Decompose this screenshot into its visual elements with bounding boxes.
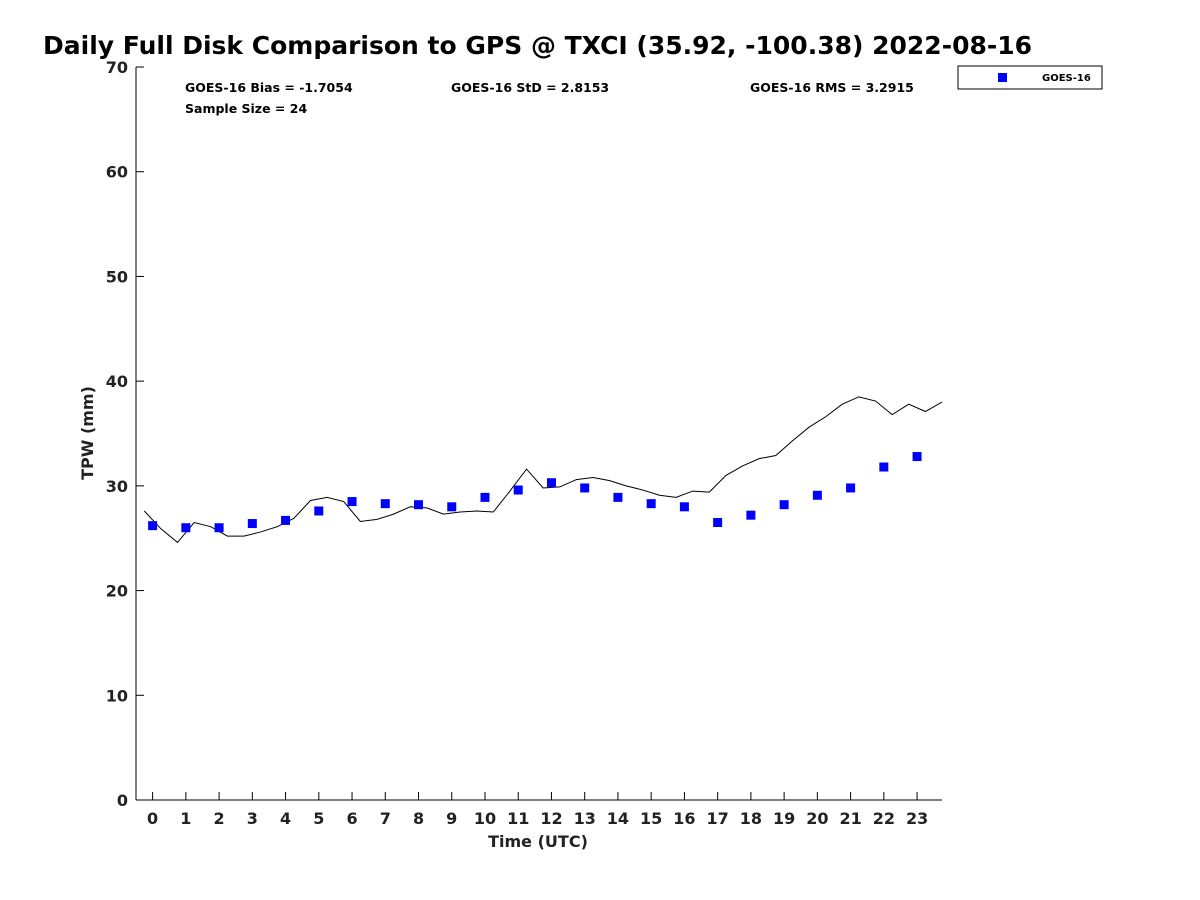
goes16-point xyxy=(513,485,523,495)
x-tick-label: 5 xyxy=(313,809,324,828)
goes16-point xyxy=(148,521,158,531)
x-tick-label: 12 xyxy=(540,809,562,828)
x-tick-label: 19 xyxy=(773,809,795,828)
goes16-point xyxy=(546,478,556,488)
y-tick-label: 50 xyxy=(106,267,128,286)
x-tick-label: 22 xyxy=(873,809,895,828)
x-tick-label: 0 xyxy=(147,809,158,828)
x-tick-label: 4 xyxy=(280,809,291,828)
goes16-point xyxy=(613,492,623,502)
x-tick-label: 18 xyxy=(740,809,762,828)
stats-annotations: GOES-16 Bias = -1.7054 GOES-16 StD = 2.8… xyxy=(185,80,914,116)
chart-title: Daily Full Disk Comparison to GPS @ TXCI… xyxy=(43,31,1032,60)
x-tick-label: 17 xyxy=(707,809,729,828)
goes16-point xyxy=(679,502,689,512)
x-tick-label: 21 xyxy=(839,809,861,828)
x-tick-label: 20 xyxy=(806,809,828,828)
goes16-point xyxy=(480,492,490,502)
x-tick-label: 23 xyxy=(906,809,928,828)
goes16-point xyxy=(846,483,856,493)
goes16-point xyxy=(912,452,922,462)
x-tick-label: 15 xyxy=(640,809,662,828)
x-tick-label: 13 xyxy=(574,809,596,828)
y-tick-label: 20 xyxy=(106,582,128,601)
goes16-point xyxy=(580,483,590,493)
x-tick-label: 11 xyxy=(507,809,529,828)
y-axis-label: TPW (mm) xyxy=(78,386,97,480)
series-layer xyxy=(143,396,943,544)
y-tick-label: 60 xyxy=(106,163,128,182)
y-tick-label: 10 xyxy=(106,686,128,705)
goes16-point xyxy=(746,510,756,520)
y-tick-label: 30 xyxy=(106,477,128,496)
bias-annotation: GOES-16 Bias = -1.7054 xyxy=(185,80,353,95)
goes16-point xyxy=(281,515,291,525)
sample-size-annotation: Sample Size = 24 xyxy=(185,101,307,116)
goes16-point xyxy=(713,518,723,528)
x-tick-label: 2 xyxy=(214,809,225,828)
legend-label: GOES-16 xyxy=(1042,73,1091,84)
x-tick-label: 10 xyxy=(474,809,496,828)
goes16-point xyxy=(380,499,390,509)
x-axis-label: Time (UTC) xyxy=(488,832,588,851)
x-tick-label: 3 xyxy=(247,809,258,828)
goes16-point xyxy=(214,523,224,533)
y-tick-label: 0 xyxy=(117,791,128,810)
goes16-point xyxy=(247,519,257,529)
std-annotation: GOES-16 StD = 2.8153 xyxy=(451,80,609,95)
x-tick-label: 1 xyxy=(180,809,191,828)
rms-annotation: GOES-16 RMS = 3.2915 xyxy=(750,80,914,95)
goes16-point xyxy=(646,499,656,509)
legend: GOES-16 xyxy=(957,65,1103,90)
gps-line xyxy=(143,396,943,544)
goes16-point xyxy=(447,502,457,512)
legend-marker xyxy=(998,73,1007,82)
x-tick-label: 8 xyxy=(413,809,424,828)
x-tick-label: 14 xyxy=(607,809,629,828)
goes16-point xyxy=(779,500,789,510)
x-ticks: 0 1 2 3 4 5 6 7 8 9 10 11 12 13 14 15 16 17 18 19 20 21 22 23 xyxy=(147,792,928,828)
y-ticks: 0 10 20 30 40 50 60 70 xyxy=(106,58,144,810)
goes16-point xyxy=(879,462,889,472)
goes16-point xyxy=(314,506,324,516)
goes16-point xyxy=(414,500,424,510)
x-tick-label: 6 xyxy=(346,809,357,828)
goes16-point xyxy=(347,497,357,507)
goes16-point xyxy=(181,523,191,533)
goes16-point xyxy=(812,490,822,500)
x-tick-label: 7 xyxy=(380,809,391,828)
x-tick-label: 16 xyxy=(673,809,695,828)
x-tick-label: 9 xyxy=(446,809,457,828)
y-tick-label: 40 xyxy=(106,372,128,391)
legend-box xyxy=(957,65,1103,90)
y-tick-label: 70 xyxy=(106,58,128,77)
